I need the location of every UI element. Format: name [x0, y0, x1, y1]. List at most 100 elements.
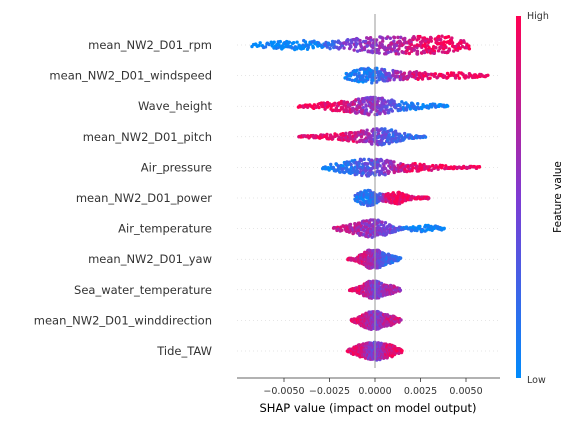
beeswarm-point [355, 140, 359, 144]
beeswarm-point [410, 168, 414, 173]
beeswarm-point [393, 229, 398, 234]
colorbar [516, 16, 521, 378]
beeswarm-row-mean-nw2-d01-rpm [250, 34, 472, 56]
beeswarm-point [355, 49, 360, 53]
beeswarm-point [462, 40, 466, 44]
beeswarm-point [453, 76, 458, 80]
beeswarm-row-mean-nw2-d01-windspeed [343, 66, 490, 85]
beeswarm-row-tide-taw [345, 340, 404, 362]
feature-label-mean-nw2-d01-yaw: mean_NW2_D01_yaw [88, 252, 212, 266]
beeswarm-point [267, 42, 271, 47]
beeswarm-point [327, 168, 331, 172]
beeswarm-point [429, 168, 434, 172]
beeswarm-point [415, 49, 420, 53]
beeswarm-point [397, 135, 401, 140]
beeswarm-point [430, 105, 434, 109]
beeswarm-point [388, 78, 392, 82]
colorbar-high-label: High [527, 11, 549, 22]
beeswarm-point [348, 44, 353, 48]
beeswarm-point [429, 39, 434, 43]
beeswarm-point [392, 35, 397, 40]
beeswarm-point [439, 37, 443, 42]
beeswarm-point [382, 223, 386, 228]
beeswarm-point [348, 222, 353, 227]
beeswarm-point [366, 162, 370, 166]
beeswarm-point [486, 73, 490, 78]
beeswarm-point [406, 75, 410, 80]
beeswarm-point [378, 164, 382, 168]
beeswarm-point [426, 40, 431, 45]
beeswarm-point [398, 256, 403, 260]
beeswarm-point [383, 166, 388, 171]
beeswarm-point [383, 221, 388, 225]
beeswarm-point [370, 158, 374, 162]
beeswarm-point [377, 51, 381, 55]
beeswarm-point [387, 133, 391, 137]
beeswarm-point [440, 34, 444, 38]
beeswarm-point [325, 132, 329, 137]
beeswarm-point [292, 41, 296, 45]
beeswarm-point [392, 45, 397, 50]
beeswarm-point [295, 40, 299, 44]
beeswarm-point [451, 71, 456, 75]
beeswarm-point [442, 226, 446, 231]
beeswarm-point [383, 173, 387, 177]
beeswarm-point [378, 111, 382, 115]
beeswarm-point [431, 163, 435, 168]
beeswarm-point [414, 164, 419, 168]
beeswarm-point [311, 44, 315, 49]
beeswarm-point [367, 113, 371, 117]
beeswarm-point [433, 72, 438, 76]
beeswarm-point [365, 44, 369, 48]
beeswarm-point [415, 52, 420, 56]
beeswarm-point [450, 36, 454, 40]
beeswarm-point [349, 131, 354, 135]
beeswarm-point [445, 104, 450, 108]
beeswarm-point [374, 67, 379, 71]
beeswarm-point [401, 162, 405, 167]
beeswarm-point [427, 168, 431, 172]
x-tick-label: −0.0050 [263, 386, 304, 397]
beeswarm-row-air-temperature [331, 218, 446, 239]
beeswarm-point [363, 39, 368, 44]
beeswarm-point [394, 43, 399, 48]
beeswarm-point [398, 103, 402, 107]
beeswarm-point [402, 71, 407, 75]
beeswarm-point [394, 136, 398, 140]
beeswarm-point [371, 78, 376, 82]
beeswarm-point [402, 37, 407, 41]
beeswarm-point [323, 107, 327, 111]
feature-label-mean-nw2-d01-winddirection: mean_NW2_D01_winddirection [34, 313, 212, 327]
beeswarm-point [317, 105, 321, 110]
beeswarm-point [369, 38, 374, 42]
beeswarm-point [404, 108, 409, 112]
beeswarm-point [364, 103, 368, 107]
beeswarm-point [412, 48, 417, 52]
beeswarm-point [447, 48, 452, 52]
colorbar-low-label: Low [527, 375, 546, 386]
beeswarm-point [385, 105, 389, 109]
beeswarm-point [303, 40, 308, 44]
beeswarm-point [333, 101, 337, 106]
beeswarm-point [373, 76, 378, 80]
beeswarm-row-sea-water-temperature [347, 279, 403, 300]
beeswarm-point [400, 349, 404, 353]
beeswarm-point [418, 224, 422, 229]
beeswarm-point [382, 164, 386, 168]
beeswarm-point [258, 41, 262, 45]
beeswarm-point [338, 170, 342, 174]
beeswarm-point [416, 102, 420, 106]
beeswarm-point [381, 39, 385, 43]
beeswarm-point [346, 38, 350, 42]
beeswarm-point [350, 78, 354, 82]
beeswarm-point [314, 105, 318, 110]
beeswarm-point [386, 50, 390, 55]
beeswarm-point [357, 71, 361, 75]
beeswarm-point [389, 128, 394, 132]
beeswarm-row-air-pressure [320, 157, 482, 178]
beeswarm-row-mean-nw2-d01-power [353, 188, 431, 208]
beeswarm-point [374, 80, 379, 84]
beeswarm-point [369, 141, 374, 146]
beeswarm-point [427, 196, 431, 200]
